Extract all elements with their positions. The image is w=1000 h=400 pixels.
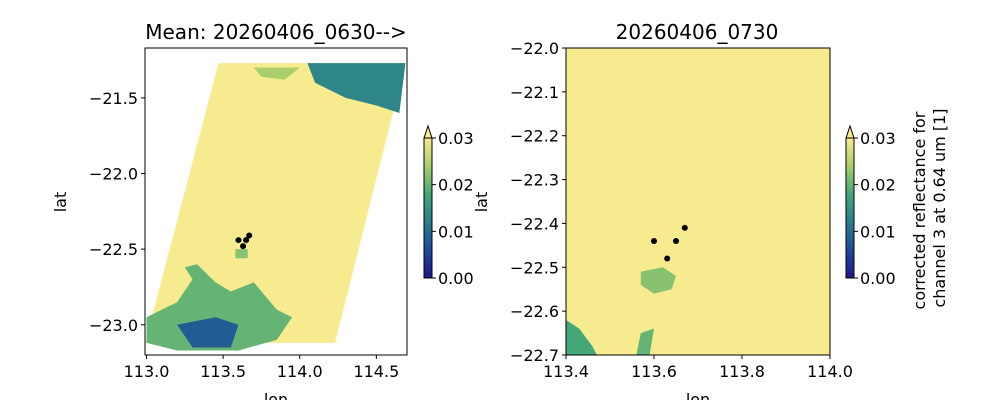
panel-left-xlabel: lon [264, 390, 288, 400]
panel-right-xlabel: lon [686, 390, 710, 400]
panel-left-colorbar-tick-label: 0.03 [438, 129, 474, 148]
panel-right-field [566, 48, 830, 355]
panel-left-colorbar-tick-label: 0.01 [438, 222, 474, 241]
panel-left-colorbar-tick-label: 0.02 [438, 176, 474, 195]
panel-right-marker-point [673, 237, 679, 244]
panel-left-cloud-region [307, 63, 406, 114]
panel-left-title: Mean: 20260406_0630--> [145, 20, 406, 44]
panel-right: 20260406_0730 113.4 113.6 113.8 114.0 −22.0… [472, 20, 949, 400]
panel-right-x-tick-label: 114.0 [807, 362, 853, 381]
panel-left-y-tick-label: −21.5 [89, 89, 138, 108]
panel-right-cloud-region [566, 319, 597, 355]
panel-left-x-tick-label: 114.0 [277, 362, 323, 381]
panel-left-y-ticks: −21.5 −22.0 −22.5 −23.0 [89, 89, 145, 335]
panel-left-cloud-region [235, 249, 248, 259]
panel-left-cloud-region [253, 67, 300, 80]
panel-right-y-tick-label: −22.2 [510, 127, 559, 146]
panel-right-colorbar-tick-label: 0.03 [860, 129, 896, 148]
panel-right-colorbar: 0.00 0.01 0.02 0.03 [845, 124, 896, 288]
panel-right-x-tick-label: 113.8 [719, 362, 765, 381]
panel-right-axes [565, 47, 831, 356]
panel-left-y-tick-label: −22.5 [89, 240, 138, 259]
panel-left-ylabel: lat [51, 192, 70, 213]
panel-right-cloud-region [640, 267, 676, 294]
panel-right-y-tick-label: −22.4 [510, 214, 559, 233]
panel-right-x-tick-label: 113.6 [631, 362, 677, 381]
panel-left-marker-point [243, 237, 250, 244]
panel-right-title: 20260406_0730 [616, 20, 779, 44]
panel-left-y-tick-label: −23.0 [89, 316, 138, 335]
panel-left-axes [144, 47, 408, 356]
panel-right-y-tick-label: −22.5 [510, 258, 559, 277]
panel-left-colorbar: 0.00 0.01 0.02 0.03 [423, 124, 474, 288]
panel-right-y-tick-label: −22.1 [510, 83, 559, 102]
panel-right-x-tick-label: 113.4 [543, 362, 589, 381]
panel-left-x-tick-label: 114.5 [353, 362, 399, 381]
panel-left-cloud-region [177, 317, 239, 348]
panel-right-colorbar-tick-label: 0.02 [860, 176, 896, 195]
panel-left: Mean: 20260406_0630--> 113.0 113.5 114.0 11… [51, 20, 474, 400]
panel-right-y-tick-label: −22.6 [510, 302, 559, 321]
panel-left-colorbar-tick-label: 0.00 [438, 269, 474, 288]
panel-right-marker-point [664, 255, 671, 262]
panel-right-colorbar-tick-label: 0.01 [860, 222, 896, 241]
panel-left-swath [145, 63, 406, 343]
panel-right-cloud-region [636, 328, 654, 355]
panel-right-ylabel: lat [472, 192, 491, 213]
colorbar-label: corrected reflectance for channel 3 at 0… [910, 107, 949, 310]
panel-left-x-tick-label: 113.5 [200, 362, 246, 381]
panel-right-x-ticks: 113.4 113.6 113.8 114.0 [543, 355, 853, 381]
panel-right-y-tick-label: −22.7 [510, 346, 559, 365]
panel-left-x-tick-label: 113.0 [124, 362, 170, 381]
panel-right-y-ticks: −22.0 −22.1 −22.2 −22.3 −22.4 −22.5 −22.6 −22.7 [510, 39, 566, 365]
panel-right-y-tick-label: −22.3 [510, 171, 559, 190]
panel-right-y-tick-label: −22.0 [510, 39, 559, 58]
panel-right-marker-point [651, 237, 657, 244]
panel-right-colorbar-tick-label: 0.00 [860, 269, 896, 288]
panel-left-marker-point [246, 232, 253, 239]
panel-left-x-ticks: 113.0 113.5 114.0 114.5 [124, 355, 399, 381]
panel-left-marker-point [235, 237, 242, 244]
panel-right-marker-point [681, 224, 688, 231]
panel-left-y-tick-label: −22.0 [89, 165, 138, 184]
panel-left-marker-point [240, 243, 247, 250]
